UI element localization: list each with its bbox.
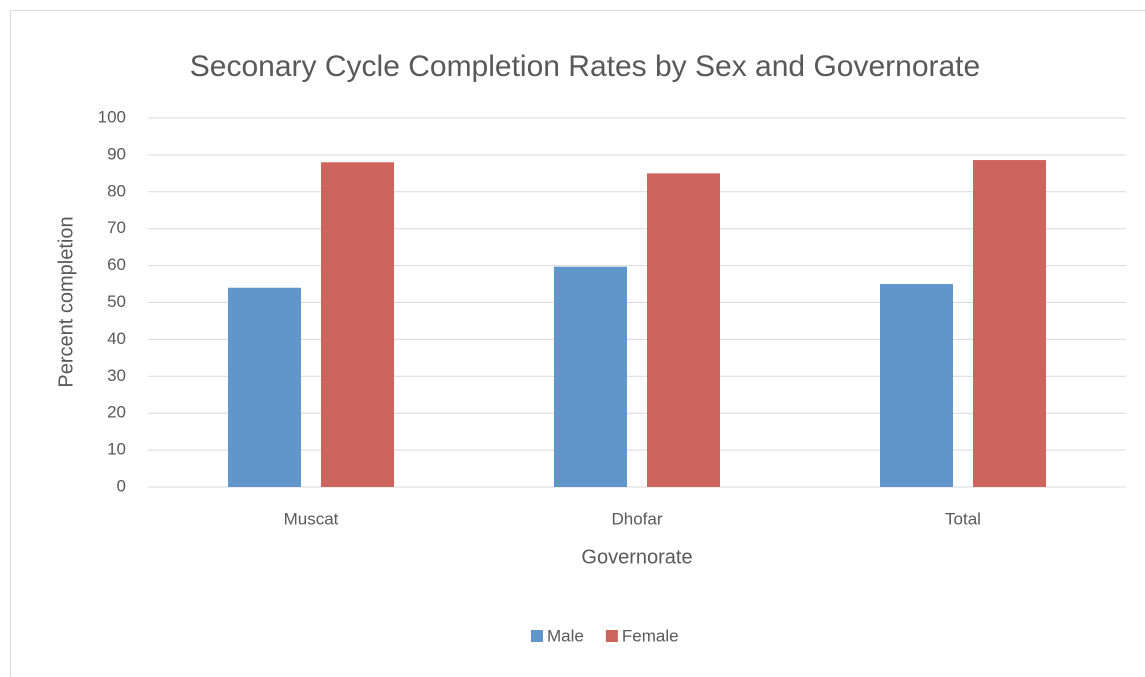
legend-label: Male	[547, 626, 584, 645]
bar	[647, 173, 720, 487]
y-tick-label: 20	[107, 403, 126, 422]
bar	[228, 287, 301, 487]
y-tick-label: 80	[107, 181, 126, 200]
y-tick-label: 30	[107, 366, 126, 385]
x-axis-title: Governorate	[581, 546, 692, 568]
y-tick-label: 50	[107, 292, 126, 311]
bar	[880, 284, 953, 487]
legend-label: Female	[622, 626, 679, 645]
bar	[973, 160, 1046, 488]
y-axis-title: Percent completion	[55, 216, 77, 387]
y-tick-label: 70	[107, 218, 126, 237]
y-tick-label: 90	[107, 144, 126, 163]
y-tick-label: 100	[98, 107, 126, 126]
legend-swatch	[531, 630, 543, 642]
x-tick-label: Muscat	[284, 509, 339, 528]
y-tick-label: 10	[107, 440, 126, 459]
bar	[554, 266, 627, 487]
y-tick-label: 60	[107, 255, 126, 274]
x-tick-label: Dhofar	[611, 509, 662, 528]
legend-swatch	[605, 630, 618, 642]
bar	[321, 162, 394, 487]
y-tick-label: 40	[107, 329, 126, 348]
chart-title: Seconary Cycle Completion Rates by Sex a…	[190, 50, 980, 83]
y-tick-label: 0	[117, 476, 126, 495]
x-tick-label: Total	[945, 509, 981, 528]
